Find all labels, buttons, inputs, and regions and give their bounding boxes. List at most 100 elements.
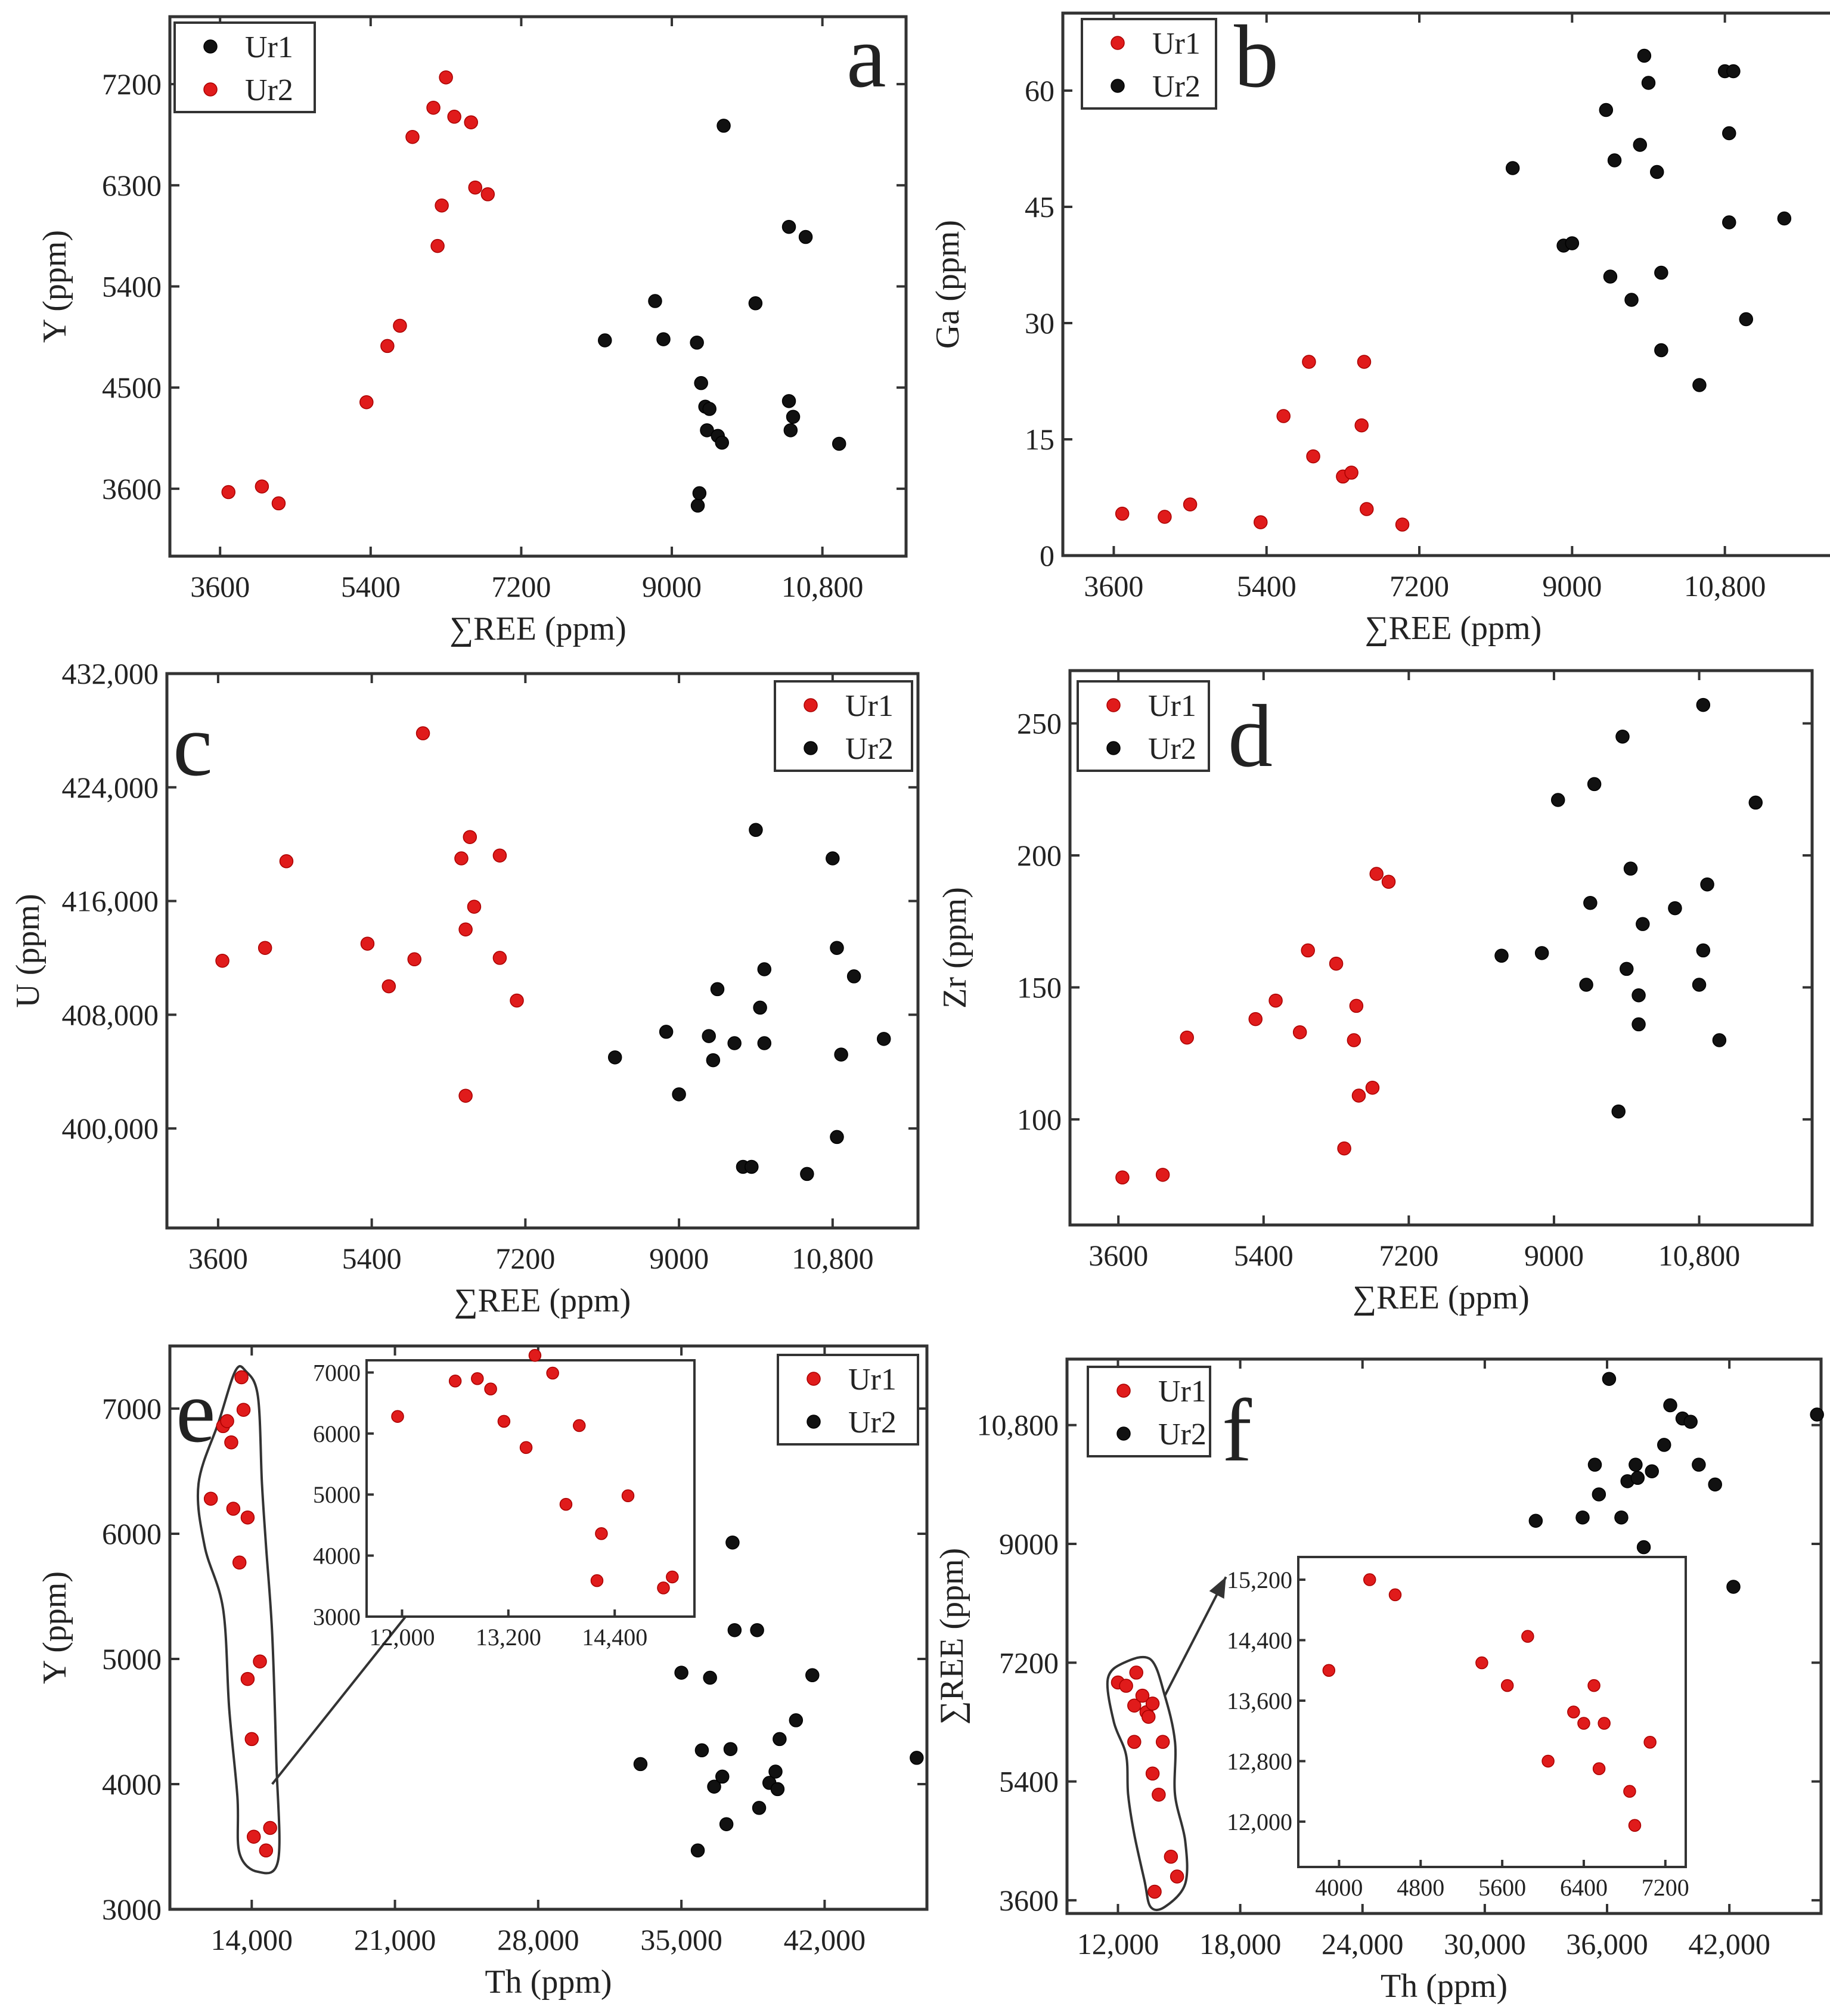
x-tick-label: 7200 — [1389, 569, 1449, 603]
data-point-ur2 — [1722, 126, 1736, 141]
data-point-ur2 — [1692, 378, 1707, 392]
inset-data-point — [1628, 1819, 1642, 1832]
panel-d: 3600 5400 7200 9000 10,800 100 150 200 250 ∑REE (… — [936, 669, 1814, 1316]
data-point-ur2 — [1641, 76, 1656, 90]
y-axis-label: Zr (ppm) — [936, 887, 973, 1009]
legend-marker-ur1 — [1116, 1384, 1131, 1398]
inset-data-point — [391, 1410, 404, 1423]
legend-marker-ur1 — [203, 39, 218, 54]
data-point-ur1 — [215, 953, 229, 968]
y-tick-label: 432,000 — [62, 657, 159, 690]
data-point-ur2 — [1620, 962, 1634, 976]
x-axis-label: Th (ppm) — [485, 1964, 612, 2001]
inset-data-point — [1475, 1656, 1488, 1670]
inset-y-tick-label: 12,000 — [1227, 1809, 1292, 1835]
data-point-ur2 — [1579, 978, 1593, 992]
inset-data-point — [1623, 1785, 1636, 1798]
y-tick-label: 5000 — [102, 1642, 162, 1676]
y-tick-label: 100 — [1017, 1103, 1062, 1136]
data-point-ur2 — [789, 1713, 804, 1727]
inset-data-point — [484, 1382, 497, 1395]
y-axis-label: ∑REE (ppm) — [933, 1548, 970, 1725]
inset-data-point — [621, 1489, 635, 1503]
data-point-ur1 — [226, 1502, 241, 1516]
legend-marker-ur1 — [1106, 698, 1121, 712]
inset-data-point — [546, 1366, 559, 1380]
data-point-ur2 — [719, 1817, 734, 1831]
data-point-ur1 — [1155, 1168, 1170, 1182]
legend-box — [777, 1354, 919, 1446]
data-point-ur1 — [240, 1510, 255, 1525]
data-point-ur1 — [1119, 1679, 1133, 1693]
x-tick-label: 42,000 — [784, 1923, 866, 1956]
data-point-ur2 — [633, 1757, 648, 1772]
panel-label: b — [1234, 7, 1279, 106]
data-point-ur1 — [1183, 497, 1198, 511]
y-tick-label: 400,000 — [62, 1112, 159, 1145]
data-point-ur2 — [1708, 1477, 1722, 1492]
data-point-ur1 — [1302, 355, 1316, 369]
data-point-ur2 — [1494, 948, 1509, 963]
inset-data-point — [1567, 1705, 1580, 1719]
data-point-ur2 — [826, 851, 840, 866]
data-point-ur1 — [454, 851, 469, 866]
data-point-ur1 — [1152, 1787, 1166, 1802]
x-tick-label: 5400 — [1234, 1239, 1294, 1272]
data-point-ur1 — [510, 993, 524, 1008]
data-point-ur2 — [1565, 236, 1580, 250]
data-point-ur2 — [1700, 877, 1714, 892]
inset-data-point — [528, 1349, 542, 1362]
data-point-ur2 — [773, 1732, 787, 1747]
data-point-ur2 — [694, 1743, 709, 1758]
y-tick-label: 4000 — [102, 1767, 162, 1801]
plot-frame — [165, 672, 920, 1230]
data-point-ur2 — [1614, 1510, 1629, 1525]
data-point-ur1 — [1360, 502, 1374, 516]
data-point-ur1 — [360, 936, 375, 951]
x-tick-label: 18,000 — [1199, 1927, 1282, 1961]
data-point-ur1 — [467, 900, 482, 914]
x-tick-label: 14,000 — [211, 1923, 293, 1956]
inset-x-tick-label: 4000 — [1315, 1874, 1363, 1901]
data-point-ur2 — [468, 180, 482, 195]
data-point-ur2 — [830, 941, 844, 955]
data-point-ur1 — [220, 1414, 234, 1428]
x-tick-label: 36,000 — [1566, 1927, 1648, 1961]
x-tick-label: 3600 — [1084, 569, 1143, 603]
data-point-ur1 — [492, 951, 507, 965]
data-point-ur1 — [690, 336, 704, 350]
x-tick-label: 7200 — [495, 1242, 555, 1275]
data-point-ur2 — [426, 100, 441, 115]
panel-label: d — [1228, 687, 1273, 786]
data-point-ur2 — [1636, 1540, 1651, 1555]
data-point-ur2 — [1599, 103, 1614, 117]
data-point-ur2 — [1657, 1438, 1671, 1452]
data-point-ur2 — [800, 1167, 814, 1181]
legend-marker-ur2 — [807, 1415, 821, 1429]
x-tick-label: 3600 — [190, 570, 250, 603]
data-point-ur2 — [1636, 917, 1650, 931]
x-tick-label: 9000 — [1524, 1239, 1584, 1272]
legend-marker-ur2 — [1111, 79, 1125, 93]
legend-label-ur1: Ur1 — [245, 30, 293, 64]
data-point-ur2 — [846, 969, 861, 984]
data-point-ur1 — [1127, 1735, 1142, 1749]
legend-label-ur2: Ur2 — [245, 73, 293, 107]
inset-x-tick-label: 13,200 — [476, 1624, 541, 1651]
data-point-ur2 — [1534, 946, 1549, 960]
data-point-ur2 — [674, 1665, 688, 1680]
inset-data-point — [559, 1497, 573, 1511]
y-tick-label: 30 — [1025, 306, 1054, 340]
data-point-ur2 — [1692, 978, 1707, 992]
data-point-ur2 — [1654, 265, 1668, 280]
y-tick-label: 4500 — [102, 371, 162, 404]
data-point-ur2 — [1663, 1398, 1677, 1413]
data-point-ur1 — [1155, 1735, 1170, 1749]
data-point-ur2 — [405, 129, 420, 144]
data-point-ur1 — [1292, 1025, 1307, 1040]
data-point-ur2 — [1505, 161, 1520, 175]
data-point-ur1 — [1254, 515, 1268, 529]
data-point-ur1 — [259, 1843, 274, 1858]
legend-label-ur2: Ur2 — [1158, 1418, 1206, 1451]
data-point-ur2 — [1550, 793, 1565, 807]
